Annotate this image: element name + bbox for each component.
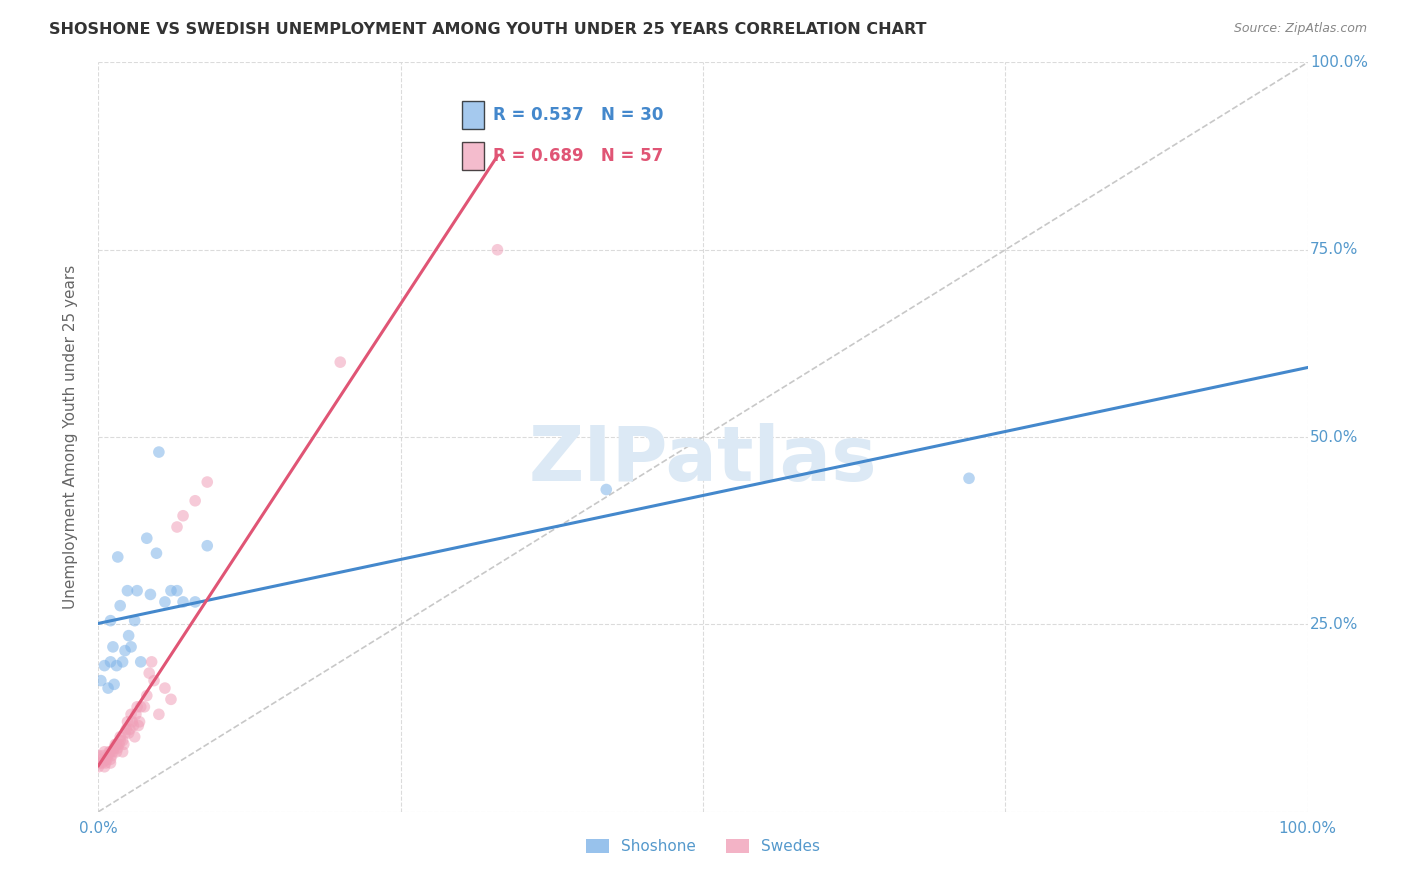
Point (486, 243, 509, 257)
Point (129, 655, 152, 669)
Point (101, 640, 124, 654)
Point (124, 730, 146, 744)
Point (120, 707, 142, 722)
Point (135, 531, 157, 545)
Point (108, 733, 131, 747)
Point (114, 643, 136, 657)
Point (127, 718, 149, 732)
Text: 100.0%: 100.0% (1310, 55, 1368, 70)
Point (120, 640, 142, 654)
Point (100, 614, 122, 628)
Point (90, 752, 112, 766)
Legend: Shoshone, Swedes: Shoshone, Swedes (579, 833, 827, 860)
Point (105, 737, 128, 751)
Point (100, 748, 122, 763)
Text: Source: ZipAtlas.com: Source: ZipAtlas.com (1233, 22, 1367, 36)
Point (96, 752, 118, 766)
Point (195, 475, 218, 489)
Point (98, 745, 121, 759)
Point (129, 699, 152, 714)
Point (184, 493, 207, 508)
Point (138, 666, 160, 681)
Point (89, 756, 111, 770)
Point (107, 549, 129, 564)
Point (134, 699, 156, 714)
Point (108, 599, 131, 613)
Point (160, 692, 183, 706)
Point (111, 733, 134, 747)
Point (172, 595, 194, 609)
Point (145, 546, 167, 560)
Point (141, 655, 163, 669)
Point (127, 699, 149, 714)
Point (104, 737, 127, 751)
Text: 25.0%: 25.0% (1310, 617, 1358, 632)
Point (172, 508, 194, 523)
Point (115, 723, 138, 737)
Point (153, 681, 176, 695)
Point (87, 760, 110, 774)
Point (103, 677, 125, 691)
Point (108, 730, 131, 744)
Point (87, 748, 110, 763)
Point (97, 748, 120, 763)
Point (595, 483, 617, 497)
Point (143, 673, 166, 688)
Point (97, 681, 120, 695)
Point (100, 655, 122, 669)
Point (101, 745, 124, 759)
Point (100, 756, 122, 770)
Y-axis label: Unemployment Among Youth under 25 years: Unemployment Among Youth under 25 years (63, 265, 77, 609)
Point (957, 471, 980, 485)
Point (118, 723, 141, 737)
Point (139, 587, 162, 601)
Point (127, 583, 149, 598)
Point (117, 714, 139, 729)
Point (111, 655, 134, 669)
Text: 75.0%: 75.0% (1310, 243, 1358, 257)
Point (93, 745, 115, 759)
Point (160, 583, 183, 598)
Point (329, 355, 352, 369)
Point (122, 718, 145, 732)
Point (124, 614, 146, 628)
Point (108, 737, 131, 751)
Point (91, 756, 114, 770)
Point (125, 707, 148, 722)
Point (91, 748, 114, 763)
Point (117, 583, 139, 598)
Point (112, 737, 135, 751)
Point (111, 745, 134, 759)
Point (93, 754, 115, 768)
Point (118, 629, 141, 643)
Point (148, 707, 170, 722)
Point (100, 745, 122, 759)
Point (128, 714, 150, 729)
Point (93, 760, 115, 774)
Point (93, 658, 115, 673)
Point (195, 539, 218, 553)
Point (103, 741, 125, 756)
Point (100, 752, 122, 766)
Point (135, 689, 157, 703)
Text: SHOSHONE VS SWEDISH UNEMPLOYMENT AMONG YOUTH UNDER 25 YEARS CORRELATION CHART: SHOSHONE VS SWEDISH UNEMPLOYMENT AMONG Y… (49, 22, 927, 37)
Point (153, 595, 176, 609)
Point (148, 445, 170, 459)
Point (90, 673, 112, 688)
Point (94, 756, 117, 770)
Point (166, 520, 188, 534)
Text: 50.0%: 50.0% (1310, 430, 1358, 444)
Point (166, 583, 188, 598)
Point (118, 726, 141, 740)
Point (105, 745, 128, 759)
Point (114, 726, 136, 740)
Text: ZIPatlas: ZIPatlas (529, 423, 877, 497)
Point (121, 714, 143, 729)
Point (184, 595, 207, 609)
Point (105, 658, 128, 673)
Point (107, 741, 129, 756)
